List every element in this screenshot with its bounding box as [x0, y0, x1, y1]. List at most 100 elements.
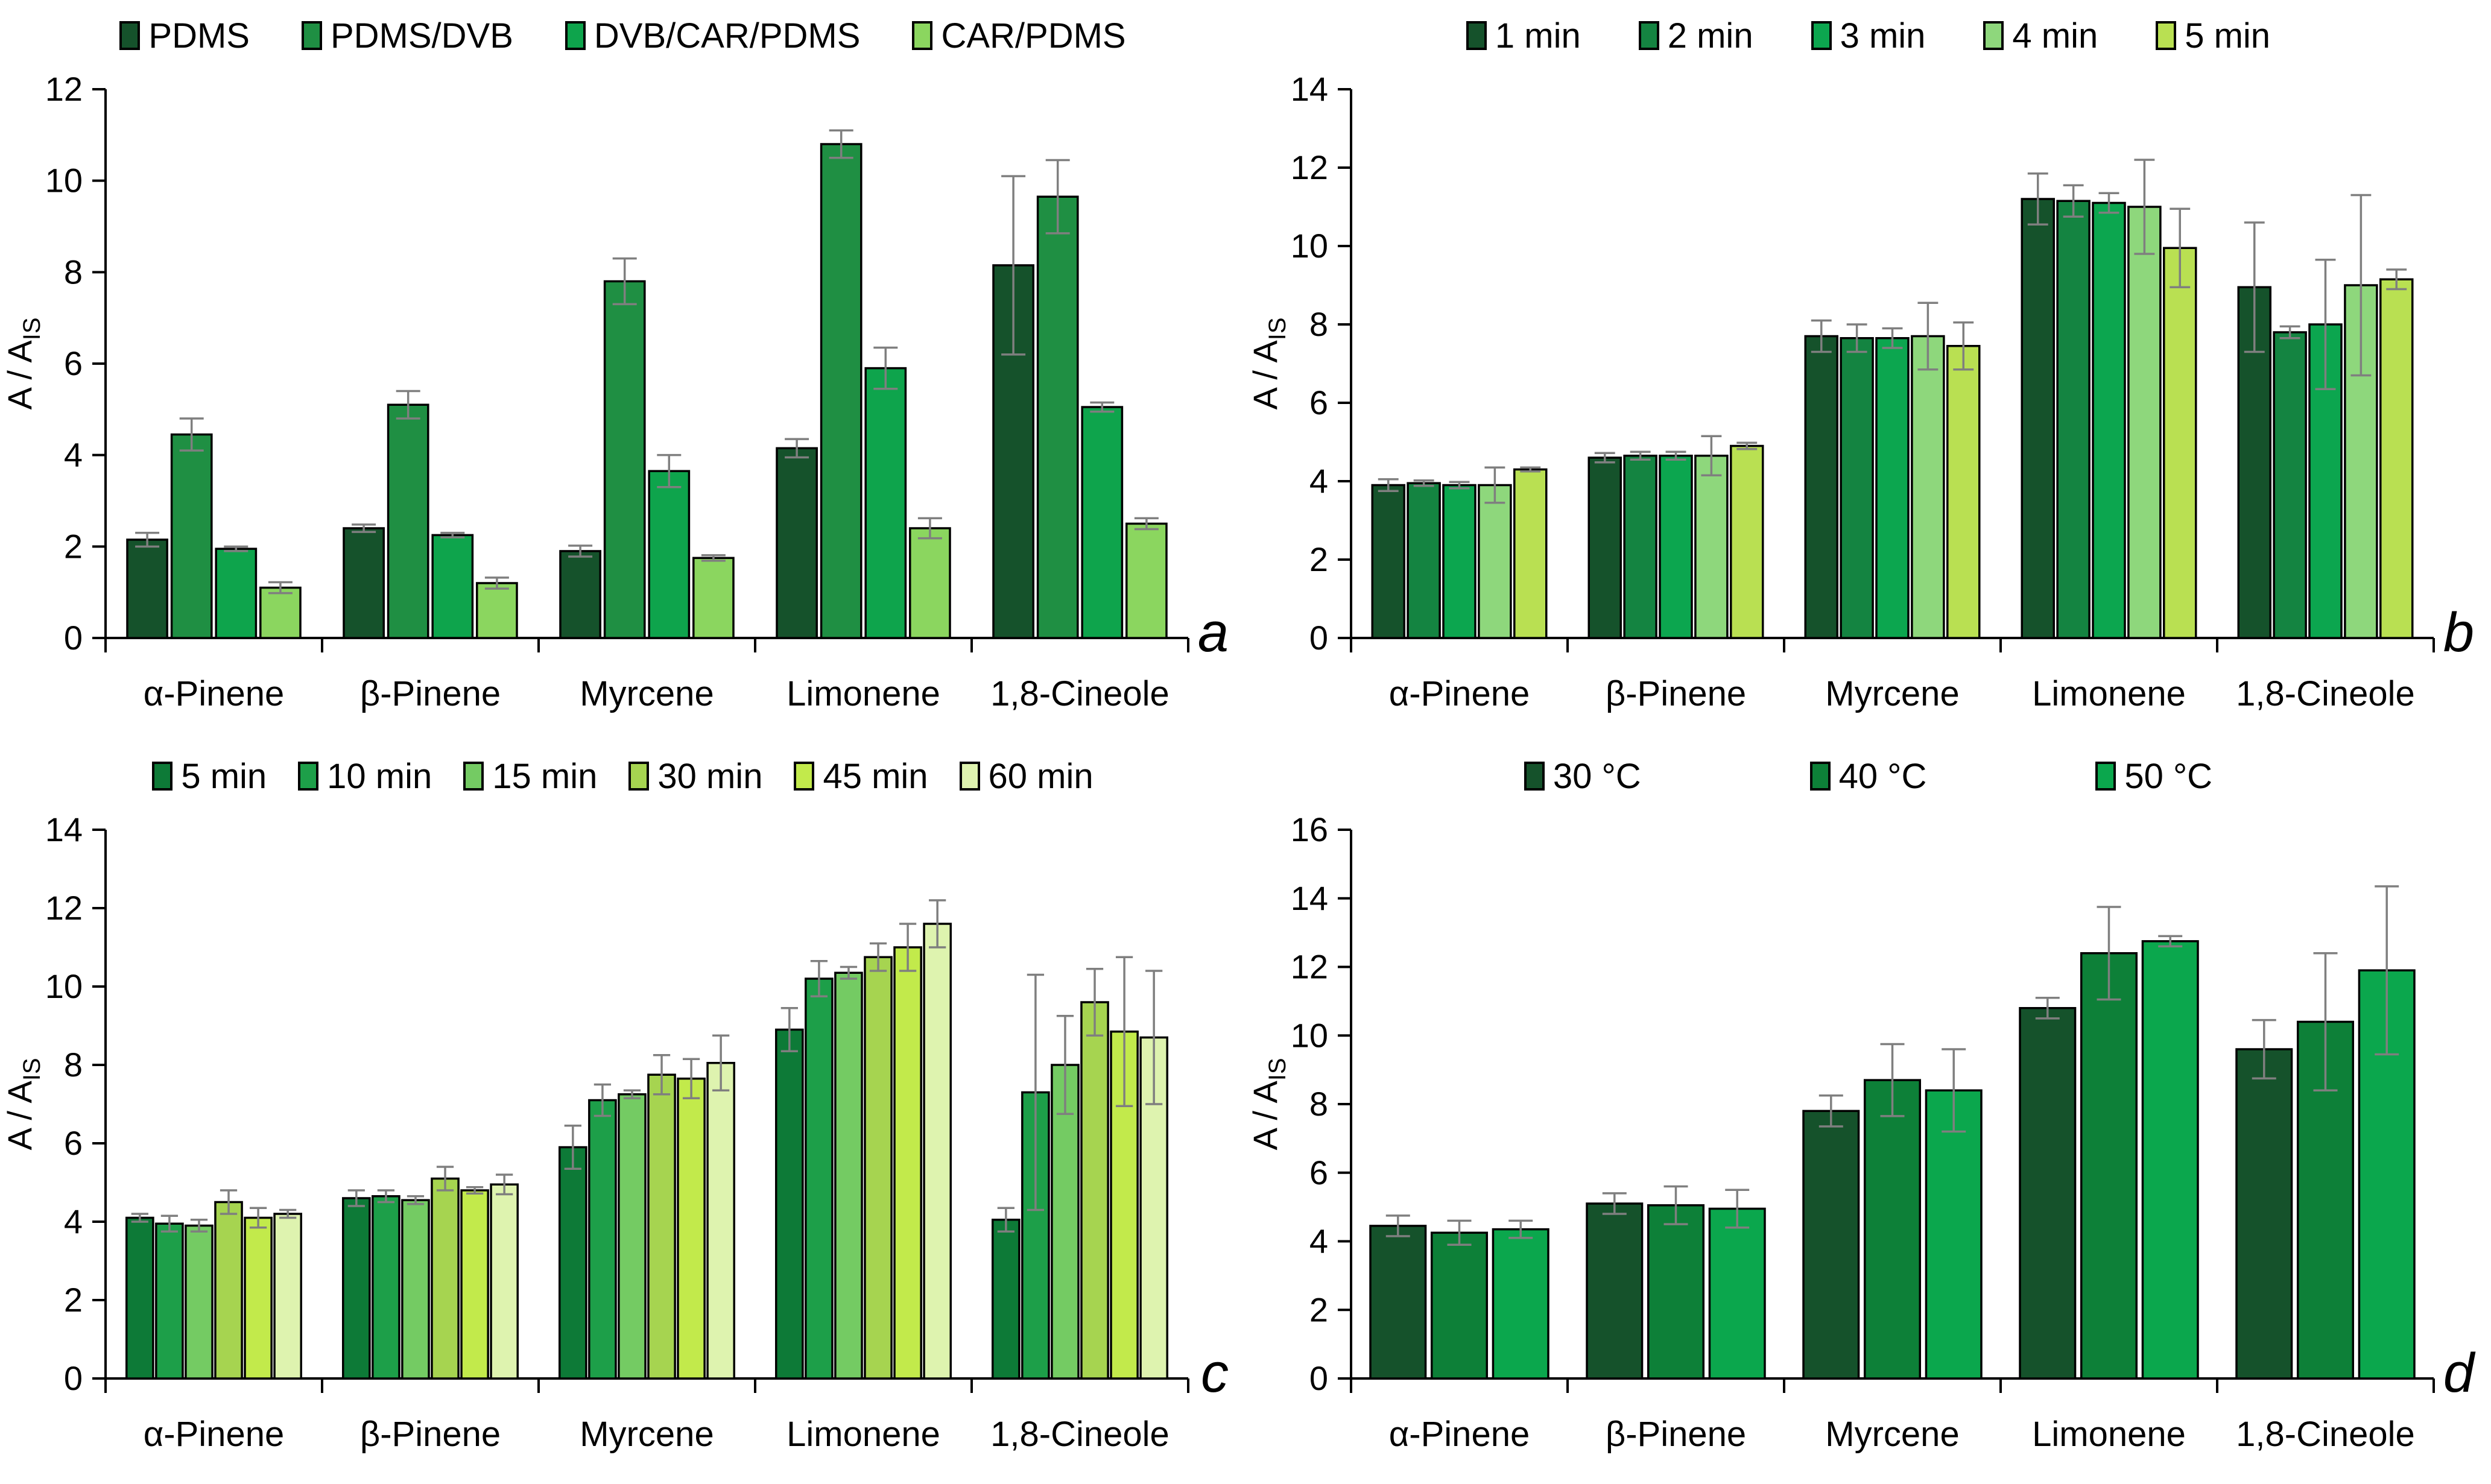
- panel-label: a: [1198, 602, 1229, 663]
- bar: [2127, 206, 2162, 639]
- legend-item: 60 min: [959, 756, 1094, 797]
- y-tick-label: 14: [1291, 71, 1328, 108]
- bar: [1513, 468, 1548, 639]
- bar: [1863, 1079, 1922, 1380]
- legend-label: 1 min: [1495, 16, 1581, 55]
- y-tick-label: 8: [64, 253, 83, 291]
- bar: [1080, 1001, 1109, 1380]
- bar-chart-panel-b: 0 2 4 6 8 10 12 14 A / AIS α-Pinene β-Pinene Myrcen…: [1246, 70, 2491, 740]
- bar: [1478, 484, 1512, 639]
- bar: [820, 143, 863, 639]
- bar: [476, 582, 518, 639]
- bar: [1369, 1225, 1427, 1380]
- legend-item: 3 min: [1811, 16, 1925, 56]
- category-label: Myrcene: [1825, 1415, 1959, 1454]
- legend-item: 30 min: [628, 756, 762, 797]
- legend-label: DVB/CAR/PDMS: [593, 16, 861, 55]
- legend-item: 50 °C: [2095, 756, 2212, 797]
- bar: [401, 1199, 430, 1380]
- y-tick-label: 4: [64, 1202, 83, 1240]
- bar: [1946, 345, 1981, 639]
- panel-a: PDMS PDMS/DVB DVB/CAR/PDMS CAR/PDMS 0 2 4 6 8 10…: [0, 0, 1246, 740]
- legend-label: PDMS: [148, 16, 250, 55]
- bar: [1647, 1204, 1705, 1380]
- bar: [647, 1073, 676, 1380]
- legend-item: 30 °C: [1524, 756, 1641, 797]
- bar: [125, 1216, 154, 1380]
- legend-item: 5 min: [152, 756, 267, 797]
- legend-swatch-icon: [2156, 21, 2177, 50]
- bar: [588, 1099, 617, 1380]
- legend-swatch-icon: [463, 762, 484, 791]
- bar: [273, 1213, 302, 1380]
- bar: [603, 280, 646, 639]
- legend-label: 45 min: [823, 756, 928, 796]
- legend-swatch-icon: [119, 21, 141, 50]
- legend-swatch-icon: [628, 762, 650, 791]
- y-tick-label: 14: [45, 812, 83, 848]
- legend-label: 5 min: [181, 756, 267, 796]
- y-tick-label: 0: [64, 619, 83, 657]
- legend-label: PDMS/DVB: [330, 16, 513, 55]
- legend-item: 15 min: [463, 756, 597, 797]
- legend-label: 2 min: [1667, 16, 1753, 55]
- bar: [343, 527, 385, 639]
- y-tick-label: 10: [45, 162, 83, 200]
- legend-label: CAR/PDMS: [941, 16, 1126, 55]
- legend-panel-d: 30 °C 40 °C 50 °C: [1246, 740, 2491, 812]
- legend-item: 45 min: [794, 756, 928, 797]
- bar: [893, 946, 922, 1380]
- legend-swatch-icon: [565, 21, 586, 50]
- bar: [1442, 484, 1477, 639]
- bar: [1875, 337, 1910, 639]
- y-tick-label: 10: [45, 967, 83, 1005]
- bar: [214, 1201, 243, 1380]
- bar: [1623, 455, 1657, 639]
- y-tick-label: 2: [64, 527, 83, 565]
- category-label: β-Pinene: [1606, 674, 1746, 713]
- bar: [170, 433, 213, 639]
- y-tick-label: 2: [64, 1281, 83, 1319]
- bar: [431, 534, 474, 639]
- bar: [1586, 1202, 1644, 1380]
- y-tick-label: 0: [64, 1359, 83, 1397]
- bar: [1694, 455, 1729, 639]
- bar: [1430, 1231, 1489, 1380]
- category-label: Limonene: [787, 1415, 940, 1454]
- legend-item: 5 min: [2156, 16, 2270, 56]
- bar-chart-panel-c: 0 2 4 6 8 10 12 14 A / AIS α-Pinene β-Pinene Myrcen…: [0, 810, 1246, 1481]
- y-tick-label: 6: [64, 344, 83, 382]
- bar: [1139, 1036, 1168, 1380]
- category-label: α-Pinene: [144, 674, 284, 713]
- legend-item: PDMS/DVB: [301, 16, 513, 56]
- bar: [805, 977, 834, 1380]
- bar: [618, 1093, 647, 1380]
- category-label: 1,8-Cineole: [2236, 674, 2415, 713]
- legend-label: 15 min: [492, 756, 598, 796]
- legend-label: 5 min: [2185, 16, 2271, 55]
- legend-item: DVB/CAR/PDMS: [565, 16, 861, 56]
- y-tick-label: 14: [1291, 879, 1328, 917]
- y-tick-label: 8: [64, 1046, 83, 1084]
- bar: [1804, 335, 1838, 639]
- legend-item: PDMS: [119, 16, 250, 56]
- bar: [677, 1078, 706, 1380]
- legend-swatch-icon: [912, 21, 933, 50]
- y-tick-label: 4: [64, 436, 83, 474]
- legend-swatch-icon: [1811, 21, 1832, 50]
- bar: [342, 1197, 371, 1380]
- legend-swatch-icon: [1466, 21, 1487, 50]
- y-tick-label: 2: [1309, 1290, 1328, 1328]
- panel-label: b: [2443, 602, 2474, 663]
- bar: [1659, 455, 1693, 639]
- legend-panel-c: 5 min 10 min 15 min 30 min 45 min 60 min: [0, 740, 1246, 812]
- bar: [559, 1146, 587, 1380]
- category-label: Limonene: [2032, 674, 2186, 713]
- panel-b: 1 min 2 min 3 min 4 min 5 min 0 2 4 6 8 10 12 14 A /…: [1246, 0, 2491, 740]
- category-label: Myrcene: [580, 1415, 714, 1454]
- chart-svg: 0 2 4 6 8 10 12 A / AIS α-Pinene β-Pinene Myrcene L…: [1, 70, 1229, 713]
- bar: [1708, 1207, 1766, 1380]
- bar: [126, 538, 168, 639]
- y-tick-label: 6: [64, 1124, 83, 1162]
